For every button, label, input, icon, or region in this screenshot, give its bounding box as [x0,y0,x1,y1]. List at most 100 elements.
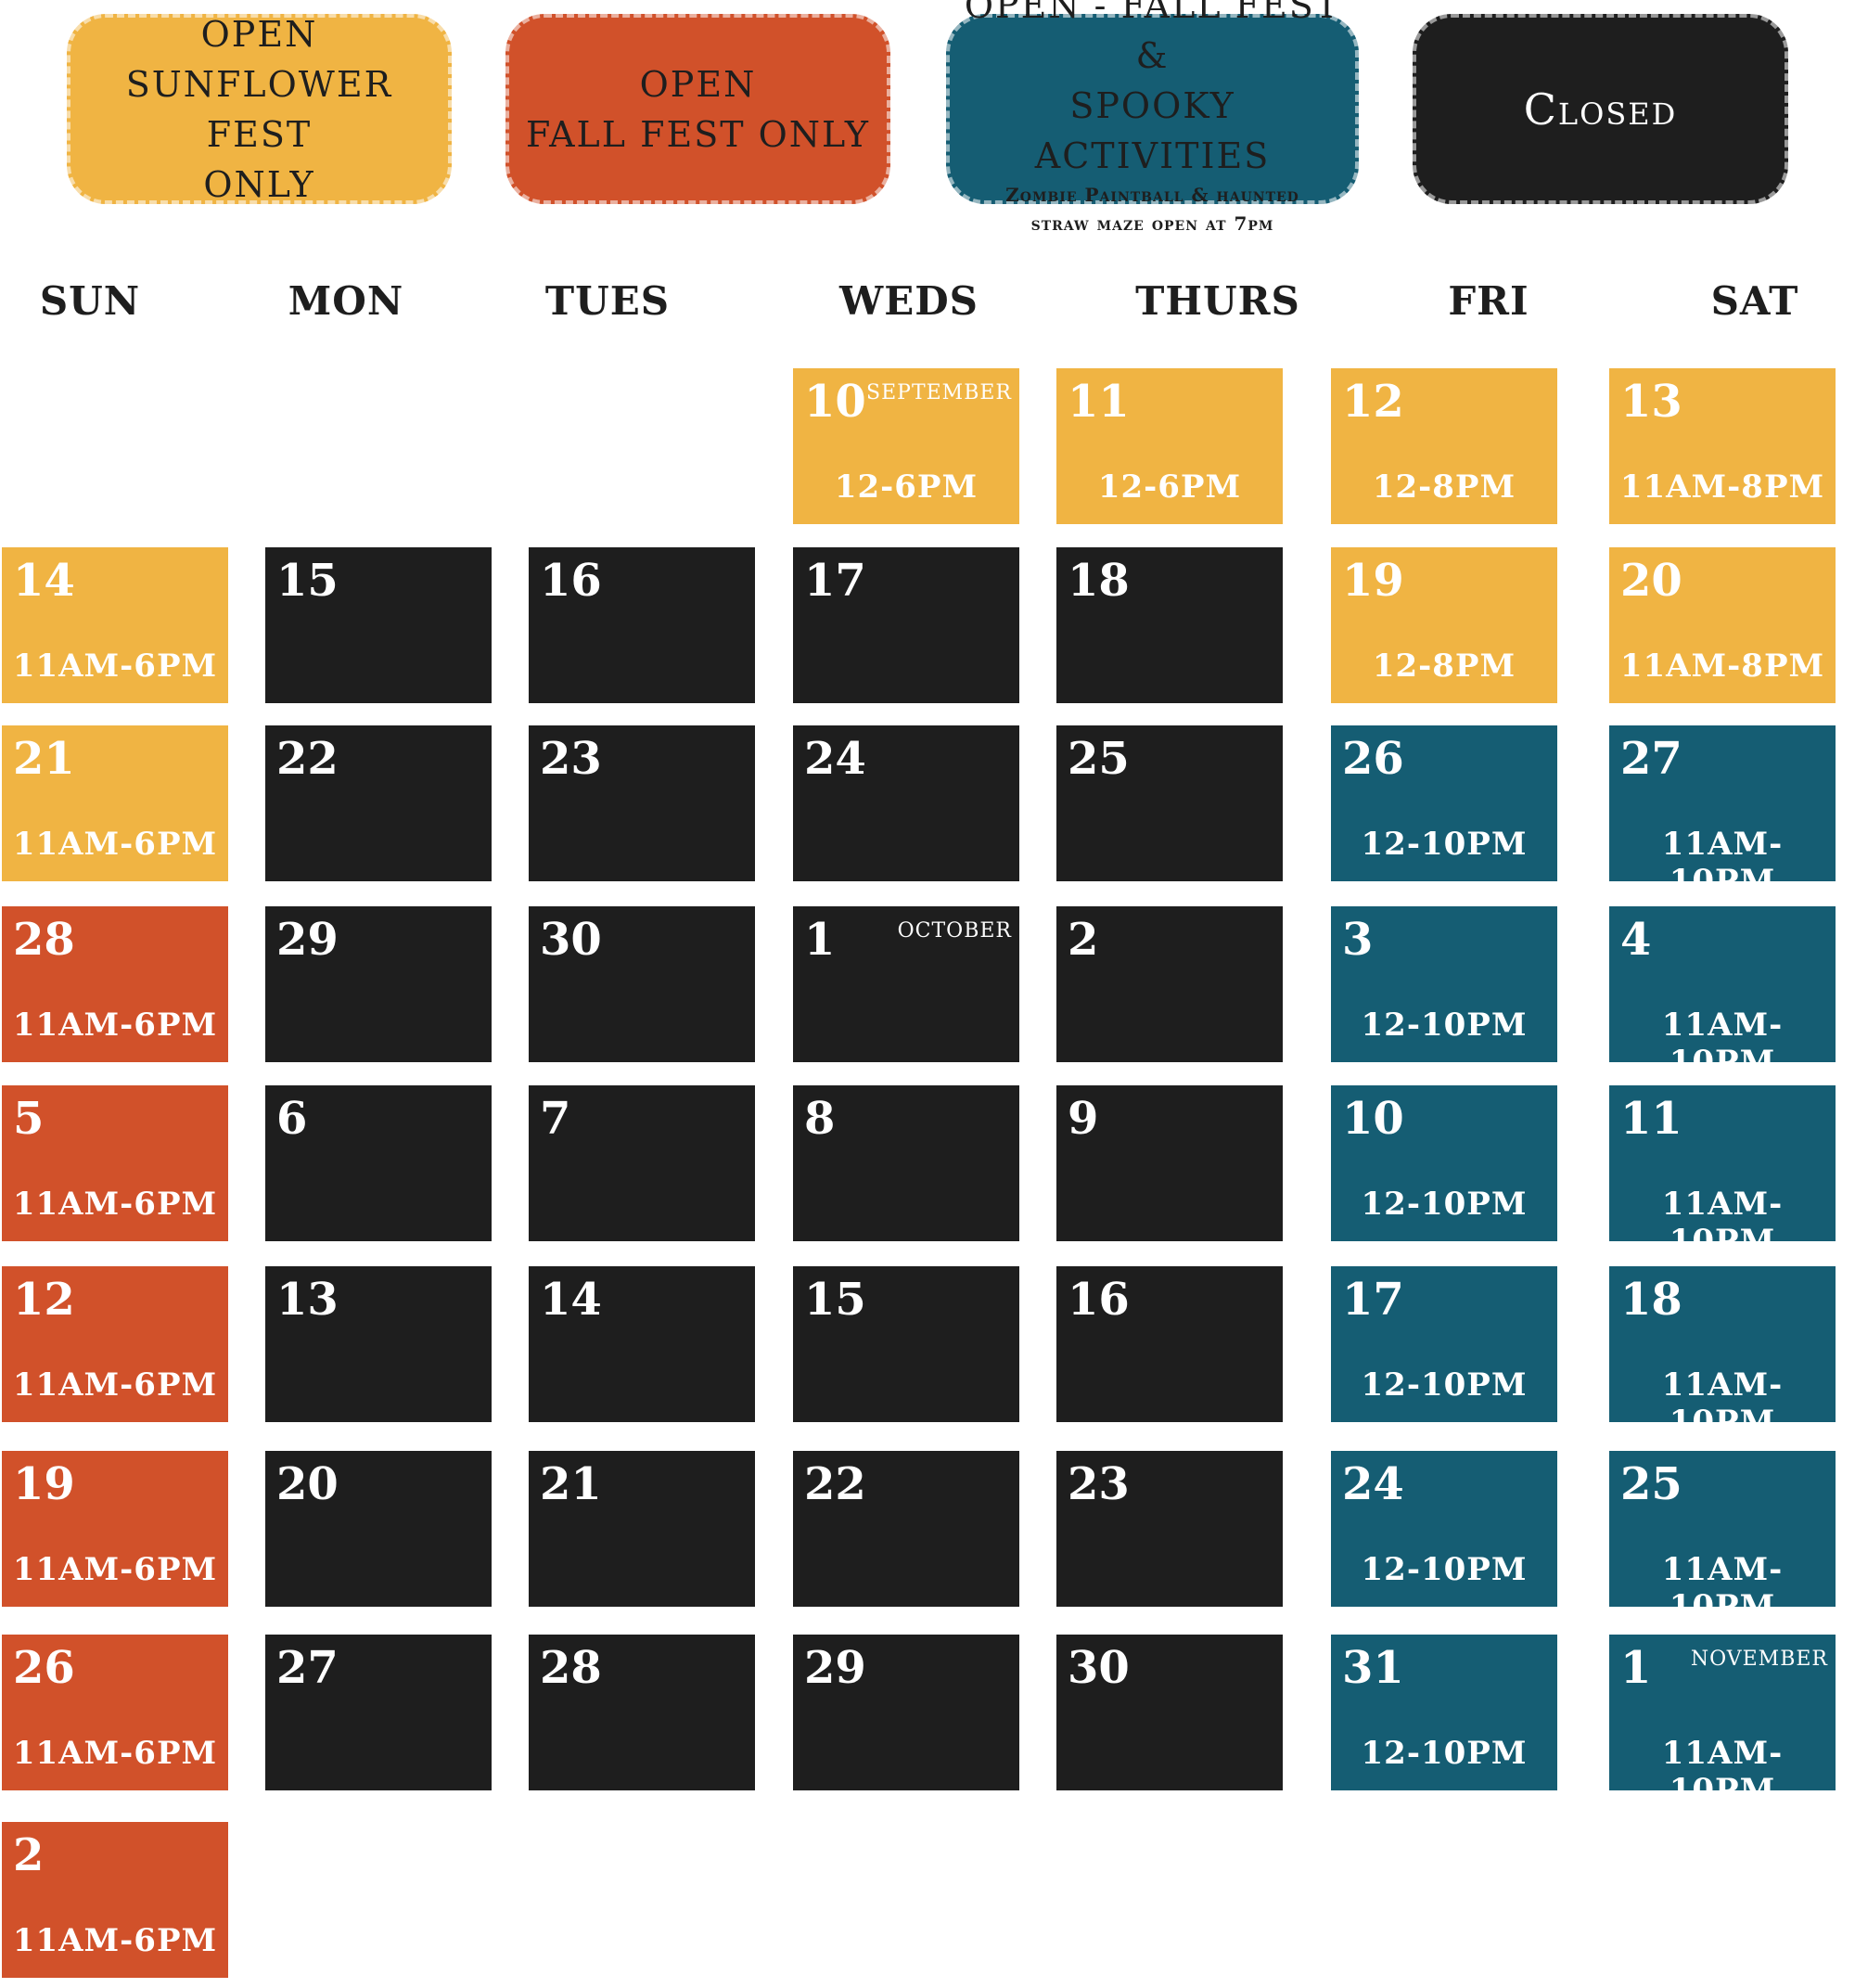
day-cell-spooky: 27 11AM-10PM [1609,725,1836,900]
day-number: 12 [13,1274,75,1326]
day-cell-fallfest: 5 11AM-6PM [2,1085,228,1241]
legend-spooky-sub2: straw maze open at 7pm [1030,212,1274,235]
day-cell-closed: 21 [529,1451,755,1607]
day-number: 19 [13,1458,75,1510]
day-number: 14 [13,555,75,607]
day-cell-closed: 29 [265,906,492,1062]
day-hours: 12-6PM [1097,468,1242,506]
weekday-sun: SUN [39,278,141,324]
day-number: 1 [1620,1642,1652,1694]
day-number: 8 [804,1093,836,1145]
day-cell-sunflower: 19 12-8PM [1331,547,1557,703]
day-cell-closed: 16 [1056,1266,1283,1422]
day-hours: 11AM-6PM [12,826,218,863]
day-cell-closed: 20 [265,1451,492,1607]
weekday-tues: TUES [544,278,671,324]
day-cell-closed: 7 [529,1085,755,1241]
day-cell-sunflower: 13 11AM-8PM [1609,368,1836,524]
day-hours: 11AM-10PM [1661,1551,1784,1625]
day-number: 5 [13,1093,45,1145]
day-number: 6 [276,1093,308,1145]
day-cell-spooky: 18 11AM-10PM [1609,1266,1836,1441]
legend-closed: Closed [1413,14,1788,204]
day-cell-closed: 15 [265,547,492,703]
day-number: 19 [1342,555,1404,607]
day-cell-fallfest: 28 11AM-6PM [2,906,228,1062]
day-cell-closed: 17 [793,547,1019,703]
day-number: 7 [540,1093,571,1145]
day-cell-closed: 1 OCTOBER [793,906,1019,1062]
weekday-sat: SAT [1710,278,1799,324]
weekday-thurs: THURS [1135,278,1300,324]
day-cell-closed: 22 [265,725,492,881]
day-cell-spooky: 24 12-10PM [1331,1451,1557,1607]
day-cell-closed: 30 [529,906,755,1062]
legend-open-fall-fest-spooky: OPEN - FALL FEST & SPOOKY ACTIVITIES Zom… [946,0,1359,235]
day-number: 10 [804,376,866,428]
day-cell-closed: 25 [1056,725,1283,881]
legend-spooky-line2: SPOOKY ACTIVITIES [1034,84,1271,176]
legend-open-sunflower-fest-only: OPEN SUNFLOWER FEST ONLY [67,14,452,205]
day-number: 26 [1342,733,1404,785]
day-hours: 11AM-10PM [1661,826,1784,900]
day-cell-sunflower: 14 11AM-6PM [2,547,228,703]
day-cell-spooky: 31 12-10PM [1331,1635,1557,1790]
day-cell-fallfest: 2 11AM-6PM [2,1822,228,1978]
day-number: 17 [804,555,866,607]
day-cell-closed: 16 [529,547,755,703]
day-hours: 11AM-10PM [1661,1186,1784,1260]
day-number: 25 [1068,733,1130,785]
day-cell-spooky: 4 11AM-10PM [1609,906,1836,1081]
day-hours: 11AM-10PM [1661,1007,1784,1081]
day-cell-closed: 14 [529,1266,755,1422]
day-cell-closed: 18 [1056,547,1283,703]
day-number: 22 [804,1458,866,1510]
day-number: 12 [1342,376,1404,428]
day-hours: 12-8PM [1372,468,1516,506]
day-cell-closed: 2 [1056,906,1283,1062]
day-number: 13 [276,1274,339,1326]
legend-sunflower-line3: ONLY [203,163,315,205]
day-number: 29 [276,914,339,966]
day-hours: 11AM-8PM [1619,468,1825,506]
month-label: NOVEMBER [1690,1648,1828,1671]
day-hours: 12-10PM [1361,1366,1528,1404]
legend-sunflower-line1: OPEN [200,13,318,55]
legend-spooky-line1: OPEN - FALL FEST & [964,0,1341,76]
day-cell-sunflower: 11 12-6PM [1056,368,1283,524]
day-cell-closed: 13 [265,1266,492,1422]
day-number: 15 [804,1274,866,1326]
day-hours: 11AM-6PM [12,1551,218,1588]
day-hours: 11AM-6PM [12,1366,218,1404]
day-number: 24 [804,733,866,785]
day-cell-closed: 29 [793,1635,1019,1790]
day-number: 11 [1620,1093,1682,1145]
day-cell-spooky: 1 NOVEMBER 11AM-10PM [1609,1635,1836,1809]
day-cell-closed: 28 [529,1635,755,1790]
day-hours: 11AM-6PM [12,1007,218,1044]
day-cell-closed: 8 [793,1085,1019,1241]
day-number: 17 [1342,1274,1404,1326]
day-cell-spooky: 11 11AM-10PM [1609,1085,1836,1260]
day-cell-closed: 30 [1056,1635,1283,1790]
day-number: 23 [1068,1458,1130,1510]
day-number: 2 [1068,914,1099,966]
day-cell-closed: 15 [793,1266,1019,1422]
day-number: 15 [276,555,339,607]
day-number: 20 [1620,555,1682,607]
weekday-weds: WEDS [839,278,979,324]
day-number: 16 [1068,1274,1130,1326]
month-label: OCTOBER [897,919,1012,943]
day-number: 18 [1068,555,1130,607]
day-cell-sunflower: 20 11AM-8PM [1609,547,1836,703]
day-hours: 12-10PM [1361,1551,1528,1588]
day-number: 28 [540,1642,602,1694]
day-number: 31 [1342,1642,1404,1694]
day-cell-spooky: 26 12-10PM [1331,725,1557,881]
day-number: 24 [1342,1458,1404,1510]
day-number: 28 [13,914,75,966]
day-cell-closed: 24 [793,725,1019,881]
day-number: 11 [1068,376,1130,428]
day-number: 2 [13,1829,45,1881]
day-cell-closed: 23 [1056,1451,1283,1607]
